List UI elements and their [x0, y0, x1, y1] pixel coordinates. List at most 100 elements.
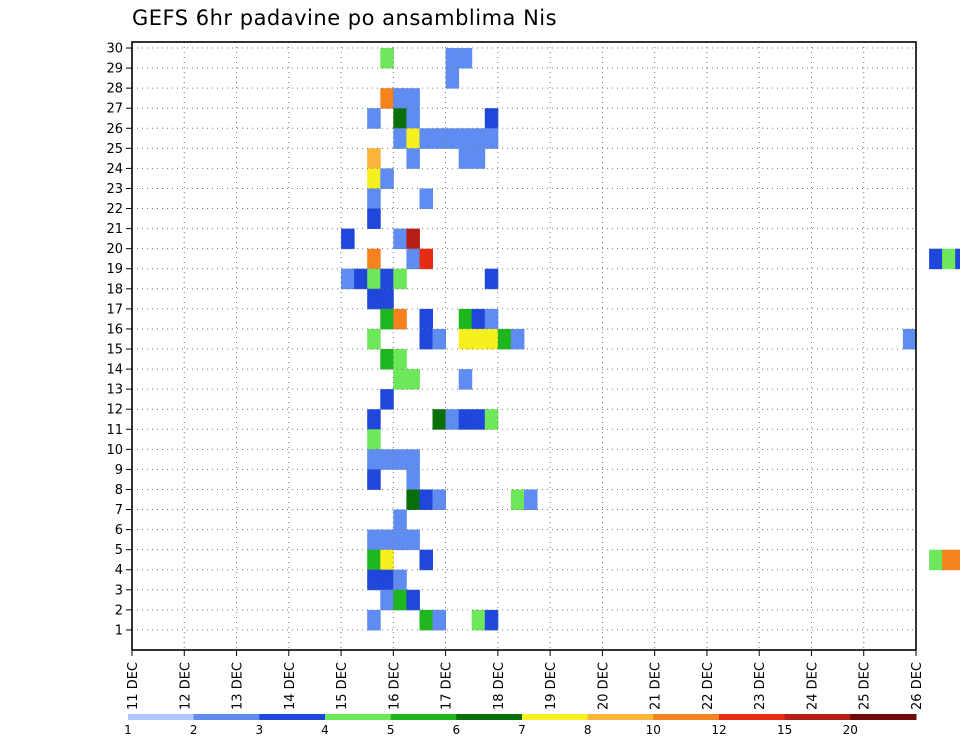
x-tick-label: 23 DEC: [753, 662, 768, 710]
precip-cell: [380, 549, 394, 571]
y-tick-label: 12: [106, 403, 123, 418]
precip-cell: [393, 369, 407, 390]
precip-cell: [445, 48, 460, 69]
legend-label: 3: [255, 723, 263, 737]
precip-cell: [484, 108, 499, 129]
precip-cell: [419, 188, 433, 209]
precip-cell: [380, 168, 394, 189]
precip-cell: [484, 609, 499, 631]
precip-cell: [367, 529, 381, 551]
precip-cell: [393, 589, 407, 611]
precip-cell: [380, 88, 394, 109]
precip-cell: [432, 489, 446, 510]
y-tick-label: 14: [106, 363, 123, 378]
legend-swatch: [193, 714, 260, 720]
y-tick-label: 15: [106, 343, 123, 358]
precip-cell: [406, 128, 420, 149]
precip-cell: [393, 228, 407, 250]
precip-cell: [367, 429, 381, 450]
legend-swatch: [784, 714, 851, 720]
y-tick-label: 26: [106, 122, 123, 137]
precip-cell: [367, 148, 381, 169]
legend-label: 2: [190, 723, 198, 737]
precip-cell: [367, 469, 381, 490]
y-tick-label: 22: [106, 202, 123, 217]
precip-cell: [458, 48, 473, 69]
x-axis: 11 DEC 12 DEC 13 DEC 14 DEC 15 DEC 16 DEC 17 D…: [126, 650, 925, 710]
x-tick-label: 22 DEC: [701, 662, 716, 710]
precip-cell: [471, 328, 486, 350]
precip-cell: [406, 589, 420, 611]
y-tick-label: 3: [115, 583, 123, 598]
legend-label: 15: [777, 723, 792, 737]
precip-cell: [458, 409, 473, 430]
precip-cell: [367, 449, 381, 470]
precip-cell: [393, 308, 407, 330]
precip-cell: [471, 609, 486, 631]
precip-cell: [406, 369, 420, 390]
x-tick-label: 17 DEC: [440, 662, 455, 710]
precip-cell: [419, 248, 433, 270]
precip-cell: [367, 208, 381, 229]
precip-cell: [367, 268, 381, 290]
precip-cell: [458, 148, 473, 169]
precip-cell: [484, 328, 499, 350]
precip-cell: [380, 349, 394, 370]
precip-cell: [406, 108, 420, 129]
y-tick-label: 16: [106, 322, 123, 337]
legend-swatch: [587, 714, 654, 720]
y-tick-label: 25: [106, 142, 123, 157]
precip-cell: [367, 168, 381, 189]
y-axis: 1234567891011121314151617181920212223242…: [106, 42, 132, 638]
precip-cell: [471, 148, 486, 169]
precip-cell: [458, 128, 473, 149]
precip-cell: [432, 409, 446, 430]
precip-cell: [393, 88, 407, 109]
legend-swatch: [325, 714, 392, 720]
precip-cell: [419, 328, 433, 350]
precip-cell: [458, 328, 473, 350]
legend-label: 12: [711, 723, 726, 737]
legend-swatch: [653, 714, 720, 720]
precip-cell: [406, 148, 420, 169]
precip-cell: [367, 108, 381, 129]
precip-cell: [955, 248, 960, 270]
plot-frame: [131, 41, 917, 651]
color-legend: 1 2 3 4 5 6 7 8 10 12 15 20: [124, 714, 917, 737]
precip-cell: [524, 489, 538, 510]
legend-swatch: [719, 714, 786, 720]
x-tick-label: 19 DEC: [544, 662, 559, 710]
precip-cell: [367, 328, 381, 350]
legend-swatch: [259, 714, 326, 720]
precip-cell: [406, 489, 420, 510]
precip-cell: [406, 248, 420, 270]
legend-swatch: [522, 714, 589, 720]
precip-cell: [380, 449, 394, 470]
precip-cell: [419, 549, 433, 571]
precip-cell: [341, 228, 355, 250]
y-tick-label: 8: [115, 483, 123, 498]
precip-cell: [484, 128, 499, 149]
precip-cell: [942, 549, 956, 571]
x-tick-label: 15 DEC: [335, 662, 350, 710]
precip-cell: [471, 128, 486, 149]
precip-cell: [432, 128, 446, 149]
precip-cell: [445, 68, 460, 89]
y-tick-label: 19: [106, 262, 123, 277]
precip-cell: [393, 349, 407, 370]
y-tick-label: 10: [106, 443, 123, 458]
precip-cell: [367, 188, 381, 209]
x-tick-label: 21 DEC: [649, 662, 664, 710]
precip-cell: [432, 609, 446, 631]
precip-cell: [497, 328, 512, 350]
precip-cell: [419, 489, 433, 510]
y-tick-label: 17: [106, 302, 123, 317]
y-tick-label: 18: [106, 282, 123, 297]
precip-cell: [510, 489, 525, 510]
legend-swatch: [390, 714, 457, 720]
y-tick-label: 13: [106, 383, 123, 398]
x-tick-label: 11 DEC: [126, 662, 141, 710]
precip-cell: [942, 248, 956, 270]
precip-cell: [406, 449, 420, 470]
y-tick-label: 11: [106, 423, 123, 438]
